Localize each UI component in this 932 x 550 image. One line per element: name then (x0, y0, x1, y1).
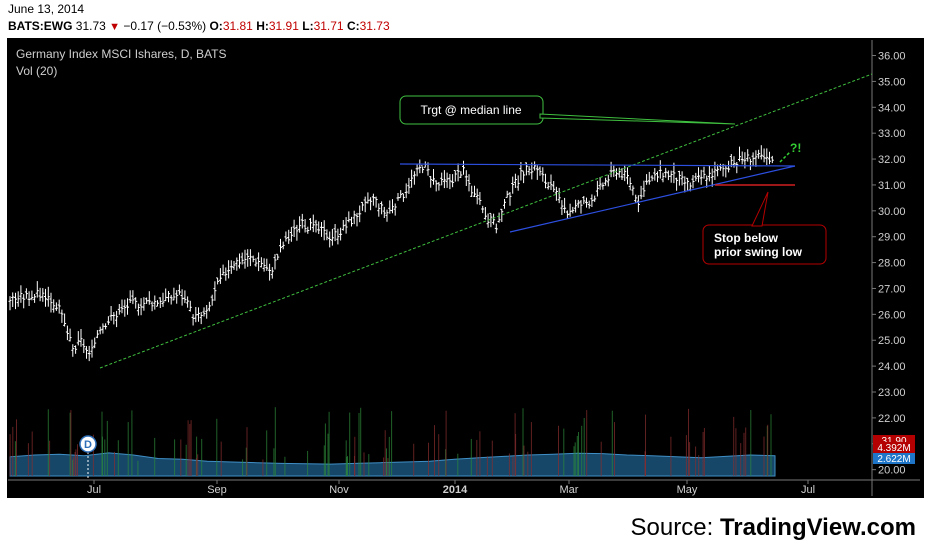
resistance-line (399, 163, 796, 167)
axis-price-tag (873, 442, 915, 453)
x-tick-label: Mar (560, 484, 579, 496)
stop-callout-text-line1: Stop below (714, 231, 779, 245)
y-tick-label: 25.00 (878, 335, 906, 347)
low-label: L: (302, 19, 314, 33)
open-label: O: (209, 19, 223, 33)
median-trend-line (99, 73, 873, 369)
x-tick-label: May (677, 484, 698, 496)
down-arrow-icon: ▼ (109, 21, 121, 33)
y-tick-label: 23.00 (878, 387, 906, 399)
high-label: H: (256, 19, 269, 33)
bounce-marker: ?! (790, 141, 801, 155)
y-tick-label: 22.00 (878, 413, 906, 425)
x-tick-label: 2014 (443, 484, 468, 496)
y-tick-label: 28.00 (878, 258, 906, 270)
target-callout-text: Trgt @ median line (420, 103, 521, 117)
source-brand: TradingView.com (719, 514, 916, 541)
quote-line: BATS:EWG 31.73 ▼ −0.17 (−0.53%) O:31.81 … (8, 19, 390, 33)
stop-callout-text-line2: prior swing low (714, 245, 803, 259)
support-line (509, 165, 796, 233)
y-tick-label: 20.00 (878, 465, 906, 477)
target-callout-pointer (539, 113, 736, 125)
y-tick-label: 36.00 (878, 51, 906, 63)
x-tick-label: Jul (801, 484, 815, 496)
volume-area (9, 452, 776, 477)
dividend-marker-text: D (84, 439, 92, 451)
last-price: 31.73 (75, 19, 106, 33)
axis-price-tag-label: 31.90 (881, 436, 906, 447)
x-tick-label: Nov (329, 484, 349, 496)
axis-price-tag (873, 453, 915, 464)
stop-callout-pointer (751, 191, 769, 227)
close-value: 31.73 (359, 19, 390, 33)
target-callout (399, 95, 544, 125)
x-tick-label: Jul (87, 484, 101, 496)
y-tick-label: 32.00 (878, 154, 906, 166)
y-tick-label: 26.00 (878, 309, 906, 321)
source-prefix: Source: (630, 514, 720, 541)
open-value: 31.81 (222, 19, 253, 33)
volume-label: Vol (20) (16, 64, 58, 78)
stop-callout (702, 224, 827, 265)
chart-date: June 13, 2014 (8, 2, 85, 16)
axis-price-tag-label: 2.622M (877, 454, 910, 465)
dividend-marker (79, 435, 97, 453)
y-tick-label: 27.00 (878, 283, 906, 295)
y-tick-label: 33.00 (878, 128, 906, 140)
y-tick-label: 29.00 (878, 232, 906, 244)
y-tick-label: 24.00 (878, 361, 906, 373)
y-tick-label: 34.00 (878, 102, 906, 114)
chart-title: Germany Index MSCI Ishares, D, BATS (16, 47, 227, 61)
bounce-arrow (779, 151, 791, 163)
symbol: BATS:EWG (8, 19, 73, 33)
high-value: 31.91 (268, 19, 299, 33)
y-tick-label: 30.00 (878, 206, 906, 218)
x-tick-label: Sep (207, 484, 227, 496)
y-tick-label: 31.00 (878, 180, 906, 192)
low-value: 31.71 (313, 19, 344, 33)
y-tick-label: 35.00 (878, 76, 906, 88)
close-label: C: (346, 19, 360, 33)
price-change: −0.17 (−0.53%) (123, 19, 207, 33)
axis-price-tag (873, 435, 915, 446)
source-credit: Source: TradingView.com (631, 514, 916, 542)
axis-price-tag-label: 4.392M (877, 443, 910, 454)
